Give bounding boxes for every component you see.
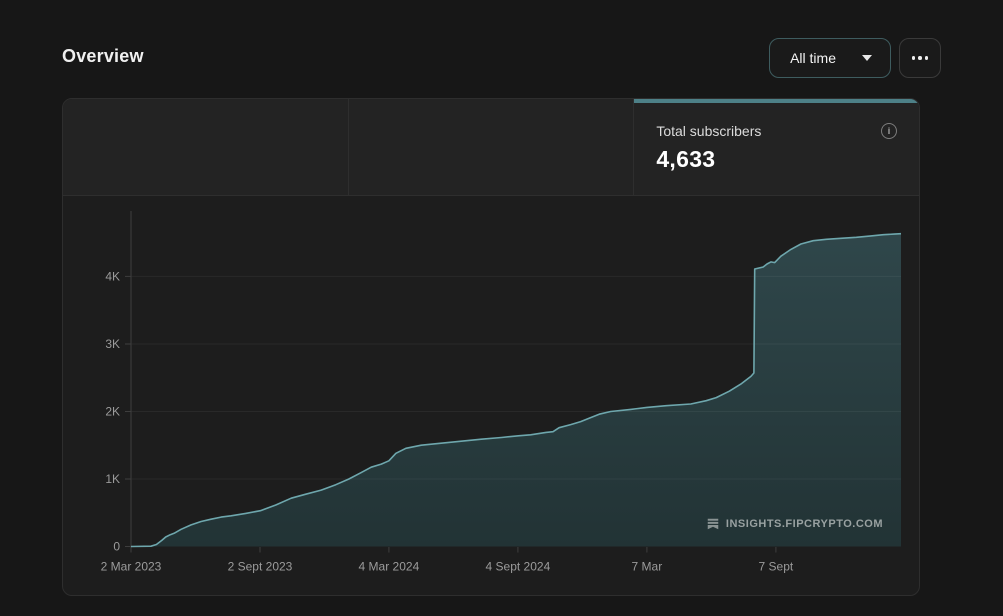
ellipsis-icon — [911, 56, 929, 60]
svg-text:2K: 2K — [105, 405, 120, 419]
svg-text:3K: 3K — [105, 337, 120, 351]
chevron-down-icon — [862, 55, 872, 61]
svg-text:0: 0 — [113, 540, 120, 554]
stat-tab-2[interactable] — [347, 99, 634, 195]
svg-text:4 Mar 2024: 4 Mar 2024 — [359, 560, 420, 574]
stat-label: Total subscribers — [656, 123, 762, 139]
svg-text:1K: 1K — [105, 472, 120, 486]
watermark-text: INSIGHTS.FIPCRYPTO.COM — [725, 518, 883, 530]
time-range-value: All time — [790, 50, 836, 66]
overview-card: Total subscribers i 4,633 0 1K 2K 3K 4K 2 Mar… — [62, 98, 920, 596]
chart-region: 0 1K 2K 3K 4K 2 Mar 2023 2 Sept 2023 4 Mar 2024… — [63, 196, 919, 595]
stat-tab-1[interactable] — [63, 99, 348, 195]
svg-text:2 Sept 2023: 2 Sept 2023 — [228, 560, 293, 574]
substack-logo-icon — [707, 518, 719, 530]
selected-tab-indicator — [634, 99, 919, 103]
page-title: Overview — [62, 46, 144, 66]
watermark: INSIGHTS.FIPCRYPTO.COM — [707, 518, 883, 530]
subscribers-chart: 0 1K 2K 3K 4K 2 Mar 2023 2 Sept 2023 4 Mar 2024… — [101, 211, 902, 574]
info-icon[interactable]: i — [881, 123, 898, 139]
svg-text:7 Mar: 7 Mar — [632, 560, 663, 574]
svg-text:2 Mar 2023: 2 Mar 2023 — [101, 560, 162, 574]
header: Overview All time — [62, 0, 941, 98]
stats-tabs: Total subscribers i 4,633 — [63, 99, 919, 196]
stat-value: 4,633 — [656, 146, 716, 172]
time-range-select[interactable]: All time — [769, 38, 891, 78]
svg-text:4 Sept 2024: 4 Sept 2024 — [486, 560, 551, 574]
more-options-button[interactable] — [899, 38, 941, 78]
header-controls: All time — [769, 38, 941, 78]
svg-text:4K: 4K — [105, 269, 120, 283]
stat-tab-total-subscribers[interactable]: Total subscribers i 4,633 — [633, 99, 919, 195]
svg-text:7 Sept: 7 Sept — [759, 560, 794, 574]
